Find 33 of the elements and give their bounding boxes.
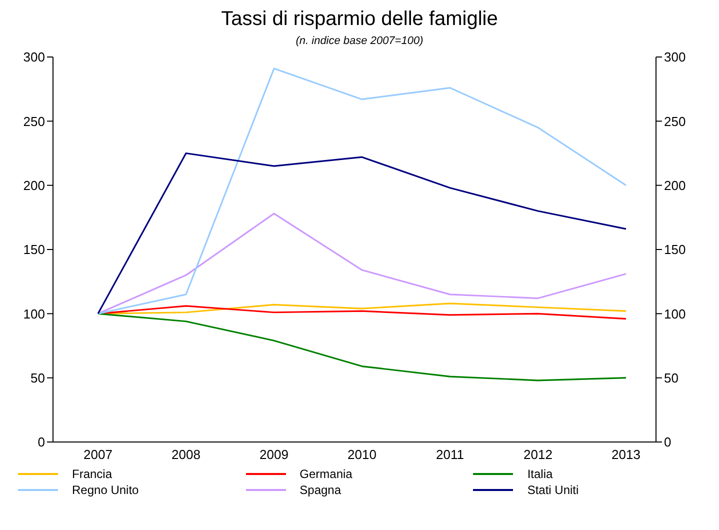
legend-label: Regno Unito	[72, 483, 139, 497]
y-tick-label: 100	[23, 306, 45, 322]
y-tick-label: 0	[38, 434, 45, 450]
legend-label: Germania	[300, 467, 352, 481]
y2-tick-label: 100	[664, 306, 686, 322]
x-tick-label: 2008	[172, 447, 200, 462]
y2-tick-label: 0	[664, 434, 672, 450]
line-series	[97, 152, 627, 314]
y2-tick-label: 150	[664, 242, 686, 258]
x-tick-label: 2011	[436, 447, 464, 462]
legend-label: Italia	[527, 467, 553, 481]
legend-label: Stati Uniti	[527, 483, 579, 497]
y-tick-label: 50	[30, 370, 45, 386]
legend-label: Francia	[72, 467, 112, 481]
legend-label: Spagna	[300, 483, 342, 497]
x-tick-label: 2009	[260, 447, 288, 462]
y-tick-label: 200	[23, 178, 45, 193]
chart-subtitle: (n. indice base 2007=100)	[294, 35, 424, 47]
y2-tick-label: 300	[664, 50, 686, 65]
x-tick-label: 2013	[612, 447, 640, 462]
line-series	[97, 312, 627, 382]
chart-title: Tassi di risparmio delle famiglie	[220, 8, 499, 31]
y-tick-label: 250	[23, 114, 45, 129]
x-tick-label: 2010	[348, 447, 376, 462]
x-tick-label: 2007	[84, 447, 112, 462]
line-series	[97, 212, 627, 314]
y2-tick-label: 200	[664, 178, 686, 193]
y-tick-label: 150	[23, 242, 45, 258]
y-tick-label: 300	[23, 50, 45, 65]
y2-tick-label: 50	[664, 370, 678, 386]
line-series	[97, 68, 627, 314]
x-tick-label: 2012	[524, 447, 552, 462]
y2-tick-label: 250	[664, 114, 686, 129]
